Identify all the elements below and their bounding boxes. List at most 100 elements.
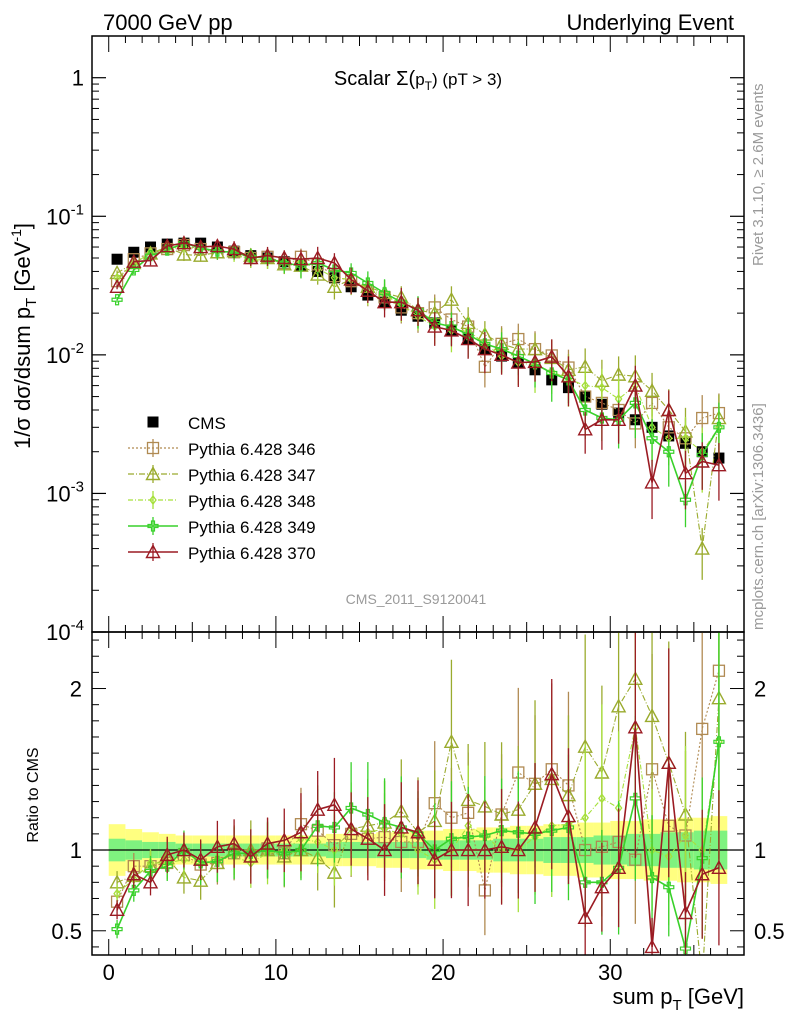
data-point — [142, 252, 159, 267]
series-line — [116, 242, 720, 503]
ratio-data-point — [644, 938, 660, 954]
ratio-data-point — [546, 825, 558, 837]
data-point — [326, 278, 343, 293]
data-point — [696, 449, 708, 461]
ratio-data-point — [192, 872, 209, 887]
legend-marker — [146, 441, 160, 455]
ratio-data-point — [495, 825, 508, 837]
x-tick-label: 0 — [103, 960, 115, 985]
data-point — [376, 294, 393, 309]
data-point — [713, 421, 725, 433]
data-point — [460, 331, 476, 346]
data-point — [577, 421, 593, 436]
legend-marker — [149, 494, 157, 506]
ratio-data-point — [661, 754, 677, 770]
ratio-data-point — [527, 819, 543, 834]
data-point — [159, 238, 175, 253]
y-axis-label-text: 1/σ dσ/dsum pT [GeV-1] — [8, 223, 40, 449]
ratio-data-point — [176, 842, 192, 857]
legend-label: Pythia 6.428 347 — [188, 466, 316, 485]
ratio-data-point — [610, 859, 627, 874]
y-tick-label: 1 — [72, 66, 84, 91]
y-tick-label: 10-4 — [46, 617, 84, 645]
ratio-series-pythia-6-428-370 — [109, 632, 727, 955]
data-point — [113, 272, 121, 283]
main-y-axis-label: 1/σ dσ/dsum pT [GeV-1] — [8, 223, 40, 449]
ratio-data-point — [276, 832, 292, 847]
ratio-data-point — [161, 860, 173, 872]
legend-label: CMS — [188, 414, 226, 433]
data-point — [581, 380, 589, 391]
ratio-data-point — [544, 766, 560, 781]
ratio-data-point — [243, 848, 259, 863]
ratio-data-point — [362, 808, 374, 821]
ratio-data-point — [278, 847, 290, 859]
data-point — [276, 250, 292, 265]
ratio-data-point — [310, 801, 326, 816]
data-point — [495, 343, 508, 355]
ratio-data-point — [360, 830, 376, 845]
data-point — [192, 247, 209, 262]
data-point — [677, 465, 694, 480]
ratio-data-point — [713, 736, 725, 748]
legend-label: Pythia 6.428 370 — [188, 544, 316, 563]
ratio-plot-panel: 0 10 20 30 0.5 0.5 1 1 2 2 — [51, 36, 785, 985]
data-point — [345, 267, 357, 279]
plot-title-text: Scalar Σ(pT) (pT > 3) — [334, 68, 502, 93]
ratio-data-point — [326, 796, 343, 812]
ratio-data-point — [312, 820, 324, 832]
data-point — [512, 350, 524, 362]
ratio-data-point — [694, 866, 710, 881]
ratio-data-point — [629, 792, 641, 804]
data-point — [694, 540, 710, 555]
ratio-data-point — [510, 842, 526, 857]
ratio-data-point — [462, 831, 474, 843]
ratio-data-point — [427, 851, 443, 866]
energy-label: 7000 GeV pp — [103, 10, 233, 35]
ratio-data-point — [445, 833, 458, 845]
data-point — [144, 250, 157, 262]
ratio-data-point — [696, 973, 709, 985]
data-point — [646, 432, 658, 444]
data-point — [644, 474, 660, 489]
ratio-data-point — [328, 821, 341, 834]
data-point — [711, 457, 727, 472]
data-point — [226, 241, 242, 256]
series-pythia-6-428-370 — [109, 235, 727, 520]
legend-item: Pythia 6.428 346 — [128, 439, 316, 459]
rivet-version-label: Rivet 3.1.10, ≥ 2.6M events — [750, 84, 767, 267]
data-point — [126, 253, 142, 268]
ratio-data-point — [259, 835, 276, 850]
ratio-data-point — [460, 842, 476, 857]
ratio-data-point — [477, 842, 493, 857]
analysis-label: CMS_2011_S9120041 — [346, 591, 487, 607]
data-point — [696, 411, 709, 425]
data-point — [209, 238, 226, 253]
data-point — [544, 348, 560, 363]
ratio-data-point — [627, 719, 644, 734]
x-tick-label: 10 — [264, 960, 288, 985]
ratio-data-point — [295, 844, 307, 856]
ratio-data-point — [343, 821, 359, 836]
ratio-y-tick-label: 0.5 — [51, 919, 82, 944]
main-frame — [91, 35, 745, 633]
legend-label: Pythia 6.428 349 — [188, 518, 316, 537]
ratio-data-point — [159, 846, 175, 862]
data-point — [493, 346, 510, 362]
legend-item: Pythia 6.428 370 — [128, 543, 316, 563]
data-point — [293, 251, 309, 266]
data-point — [176, 235, 192, 250]
ratio-y-tick-label-right: 2 — [754, 677, 766, 702]
data-point — [477, 341, 493, 356]
ratio-data-point — [345, 802, 357, 814]
series-pythia-6-428-346 — [110, 238, 726, 469]
data-point — [259, 247, 276, 262]
data-point — [243, 250, 259, 265]
ratio-data-point — [226, 835, 242, 850]
ratio-data-point — [412, 828, 424, 840]
data-point — [427, 318, 443, 333]
ratio-y-axis-label: Ratio to CMS — [25, 747, 42, 842]
y-tick-label: 10-3 — [46, 478, 84, 506]
legend-item: Pythia 6.428 347 — [128, 465, 316, 485]
